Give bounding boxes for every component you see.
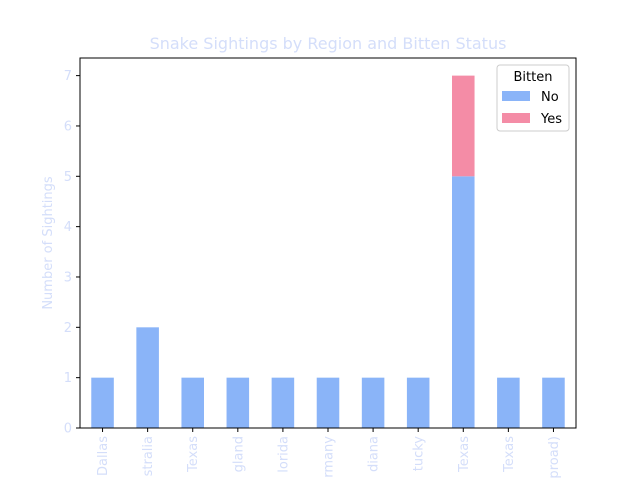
x-tick-label: tucky bbox=[412, 436, 427, 472]
bar-no-4 bbox=[271, 377, 295, 428]
y-tick-label: 6 bbox=[64, 119, 72, 134]
y-tick-label: 2 bbox=[64, 321, 72, 336]
x-tick-label: diana bbox=[367, 436, 382, 472]
bar-no-1 bbox=[136, 327, 159, 428]
bar-no-2 bbox=[181, 377, 204, 428]
y-tick-label: 1 bbox=[64, 371, 72, 386]
x-tick-label: Texas bbox=[457, 436, 472, 473]
bar-no-3 bbox=[226, 377, 250, 428]
bar-no-0 bbox=[91, 377, 114, 428]
y-tick-label: 3 bbox=[64, 270, 72, 285]
y-tick-label: 7 bbox=[64, 69, 72, 84]
legend-label-yes: Yes bbox=[540, 112, 562, 127]
legend-title: Bitten bbox=[514, 70, 553, 85]
y-tick-label: 0 bbox=[64, 422, 72, 437]
x-tick-label: lorida bbox=[276, 436, 291, 473]
y-axis-label: Number of Sightings bbox=[41, 176, 56, 310]
bar-no-10 bbox=[542, 377, 565, 428]
x-tick-label: stralia bbox=[141, 436, 156, 476]
bar-no-8 bbox=[452, 176, 475, 428]
bar-no-7 bbox=[406, 377, 430, 428]
x-tick-label: rmany bbox=[322, 436, 337, 478]
x-ticks: Dallas stralia Texas gland lorida rmany diana t… bbox=[96, 428, 562, 479]
bars-group bbox=[91, 75, 565, 428]
bar-no-5 bbox=[316, 377, 340, 428]
x-tick-label: proad) bbox=[547, 436, 562, 479]
chart-title: Snake Sightings by Region and Bitten Sta… bbox=[150, 34, 507, 53]
legend: Bitten No Yes bbox=[496, 64, 570, 132]
plot-frame bbox=[79, 57, 577, 429]
legend-swatch-no bbox=[502, 91, 530, 101]
x-tick-label: Dallas bbox=[96, 436, 111, 476]
x-tick-label: Texas bbox=[502, 436, 517, 473]
legend-label-no: No bbox=[541, 90, 559, 105]
legend-swatch-yes bbox=[502, 113, 530, 123]
y-ticks: 0 1 2 3 4 5 6 7 bbox=[64, 69, 80, 437]
bar-no-6 bbox=[361, 377, 385, 428]
x-tick-label: gland bbox=[231, 436, 246, 472]
bar-yes-8 bbox=[452, 75, 475, 177]
x-tick-label: Texas bbox=[186, 436, 201, 473]
y-tick-label: 4 bbox=[64, 220, 72, 235]
y-tick-label: 5 bbox=[64, 170, 72, 185]
bar-no-9 bbox=[497, 377, 520, 428]
